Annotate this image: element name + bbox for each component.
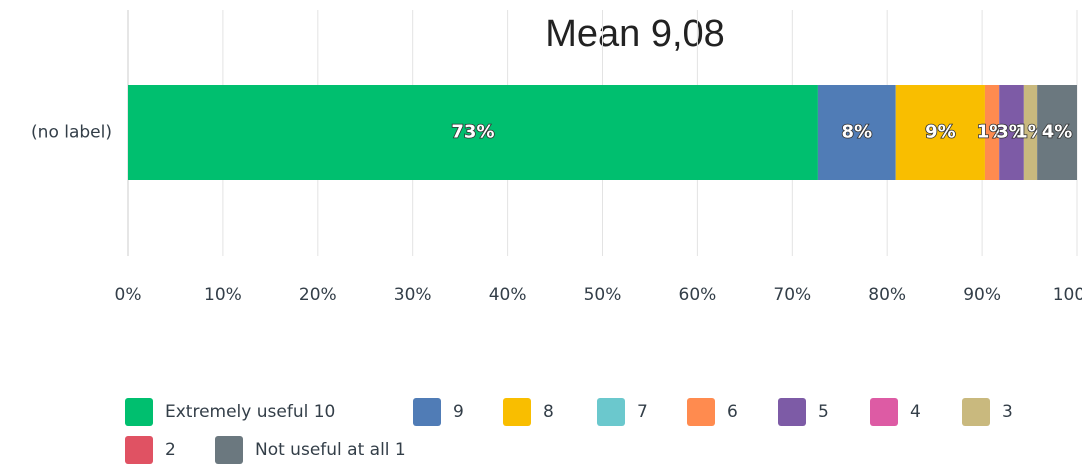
x-tick-label: 50% [584, 285, 622, 305]
legend-label: 9 [453, 402, 464, 422]
legend-label: 4 [910, 402, 921, 422]
x-tick-label: 80% [868, 285, 906, 305]
x-tick-label: 60% [679, 285, 717, 305]
data-label: 3% [996, 122, 1027, 143]
data-label: 4% [1042, 122, 1073, 143]
legend-swatch [413, 398, 441, 426]
bar-segment [984, 85, 1000, 180]
data-label: 9% [925, 122, 956, 143]
legend-label: 5 [818, 402, 829, 422]
legend-swatch [778, 398, 806, 426]
x-tick-label: 10% [204, 285, 242, 305]
x-tick-label: 100% [1053, 285, 1082, 305]
data-label: 73% [451, 122, 494, 143]
x-tick-label: 70% [773, 285, 811, 305]
legend-label: 8 [543, 402, 554, 422]
legend-label: 7 [637, 402, 648, 422]
x-tick-label: 40% [489, 285, 527, 305]
legend-label: Not useful at all 1 [255, 440, 406, 460]
x-tick-label: 0% [115, 285, 142, 305]
bar-segment [1023, 85, 1038, 180]
x-tick-label: 90% [963, 285, 1001, 305]
legend-swatch [597, 398, 625, 426]
bar-segment [999, 85, 1024, 180]
x-tick-label: 20% [299, 285, 337, 305]
y-tick-label: (no label) [31, 123, 112, 143]
legend-swatch [687, 398, 715, 426]
chart-title: Mean 9,08 [545, 13, 725, 55]
legend-label: 3 [1002, 402, 1013, 422]
legend-label: 2 [165, 440, 176, 460]
legend-swatch [870, 398, 898, 426]
legend-swatch [962, 398, 990, 426]
bar-segment [1037, 85, 1077, 180]
legend-label: Extremely useful 10 [165, 402, 335, 422]
bar-segment [817, 85, 896, 180]
legend-swatch [503, 398, 531, 426]
legend-swatch [215, 436, 243, 464]
x-tick-label: 30% [394, 285, 432, 305]
bar-segment [128, 85, 818, 180]
data-label: 8% [842, 122, 873, 143]
legend-swatch [125, 398, 153, 426]
legend-swatch [125, 436, 153, 464]
legend-label: 6 [727, 402, 738, 422]
bar-segment [895, 85, 985, 180]
